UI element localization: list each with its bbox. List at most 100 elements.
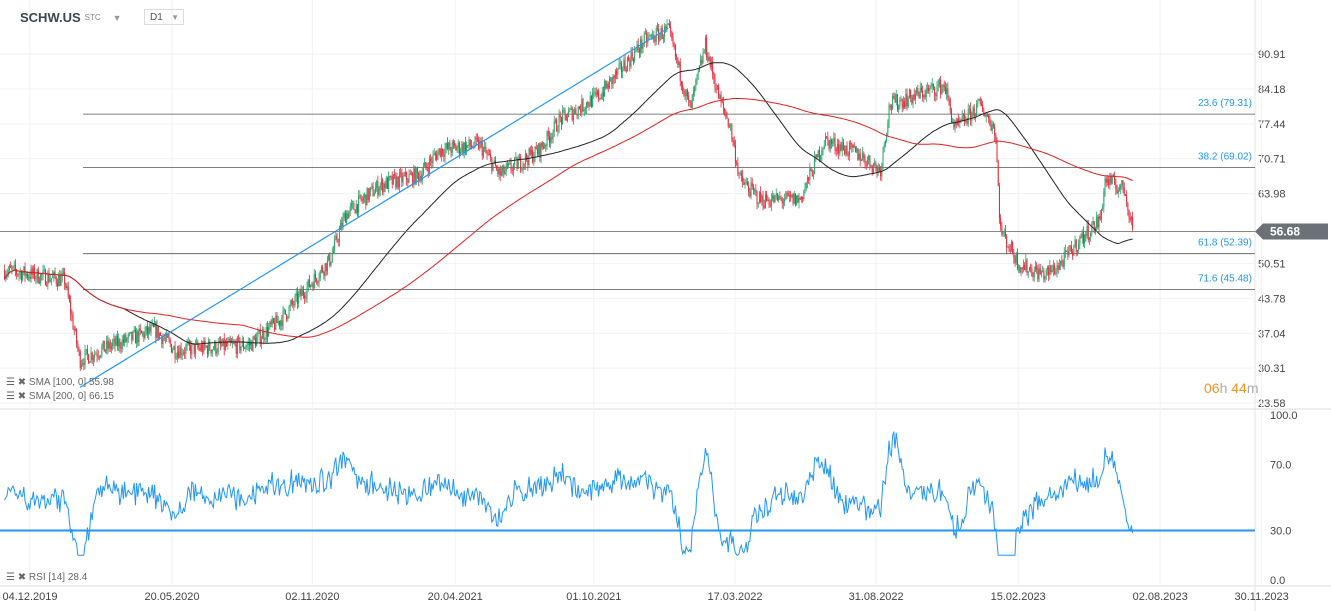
sma200-label: SMA [200, 0] 66.15 [28,391,114,402]
candle-body [511,170,513,172]
candle-body [156,325,158,338]
candle-body [545,145,547,147]
candle-body [120,347,122,349]
candle-body [59,275,61,286]
candle-body [1039,268,1041,274]
close-icon[interactable]: ✖ [17,377,27,388]
candle-body [406,172,408,181]
candle-body [10,265,12,268]
candle-body [395,175,397,188]
candle-body [383,183,385,192]
sma200-legend[interactable]: ☰ ✖ SMA [200, 0] 66.15 [6,391,114,402]
candle-body [365,194,367,206]
candle-body [1057,265,1059,270]
price-tick-label: 37.04 [1258,328,1286,340]
candle-body [390,176,392,178]
candle-body [266,326,268,337]
candle-body [454,143,456,146]
candle-body [950,110,952,123]
candle-body [887,123,889,134]
candle-body [94,354,96,358]
candle-body [752,186,754,191]
candle-body [510,162,512,171]
candle-body [227,341,229,346]
candle-body [882,147,884,164]
timeframe-value: D1 [150,12,163,23]
candle-body [318,278,320,283]
candle-body [385,177,387,189]
menu-icon[interactable]: ☰ [6,377,15,388]
candle-body [964,114,966,122]
close-icon[interactable]: ✖ [17,572,27,583]
candle-body [466,144,468,153]
candle-body [840,144,842,151]
menu-icon[interactable]: ☰ [6,572,15,583]
candle-body [1082,231,1084,244]
close-icon[interactable]: ✖ [17,391,27,402]
candle-body [846,145,848,155]
rsi-tick-label: 30.0 [1270,526,1291,538]
candle-body [674,45,676,57]
menu-icon[interactable]: ☰ [6,391,15,402]
sma100-legend[interactable]: ☰ ✖ SMA [100, 0] 55.98 [6,377,114,388]
candle-body [20,271,22,281]
candle-body [734,145,736,163]
candle-body [992,124,994,127]
candle-body [130,331,132,334]
candle-body [874,163,876,165]
candle-body [264,339,266,341]
candle-body [966,121,968,124]
candle-body [506,164,508,166]
candle-body [96,353,98,357]
candle-body [508,163,510,166]
candle-body [595,92,597,95]
candle-body [528,148,530,165]
candle-body [673,45,675,46]
rsi-legend[interactable]: ☰ ✖ RSI [14] 28.4 [6,572,87,583]
symbol-selector[interactable]: SCHW.US STC ▼ [20,10,122,25]
candle-body [1006,236,1008,248]
candle-body [334,239,336,250]
candle-body [312,284,314,289]
candle-body [809,168,811,181]
candle-body [984,116,986,118]
candle-body [812,174,814,177]
candle-body [857,148,859,160]
candle-body [652,34,654,36]
date-tick-label: 02.08.2023 [1133,591,1188,603]
candle-body [761,195,763,202]
candle-body [760,192,762,202]
candle-body [311,284,313,285]
candle-body [559,115,561,118]
candle-body [691,94,693,108]
candle-body [952,122,954,123]
candle-body [1079,237,1081,245]
candle-body [374,187,376,194]
candle-body [149,327,151,332]
candle-body [142,332,144,334]
candle-body [985,115,987,117]
candle-body [982,104,984,112]
timeframe-select[interactable]: D1 ▼ [144,9,184,25]
candle-body [606,83,608,88]
candle-body [690,103,692,108]
candle-body [944,87,946,94]
candle-body [304,295,306,299]
candle-body [127,334,129,339]
candle-body [779,196,781,198]
candle-body [162,338,164,345]
candle-body [599,98,601,100]
candle-body [832,141,834,144]
candle-body [275,315,277,330]
candle-body [505,164,507,172]
candle-body [878,166,880,170]
candle-body [90,352,92,362]
candle-body [977,100,979,104]
candle-body [1080,237,1082,238]
candle-body [931,83,933,87]
candle-body [109,341,111,349]
candle-body [576,114,578,116]
candle-body [972,107,974,112]
candle-body [973,107,975,117]
